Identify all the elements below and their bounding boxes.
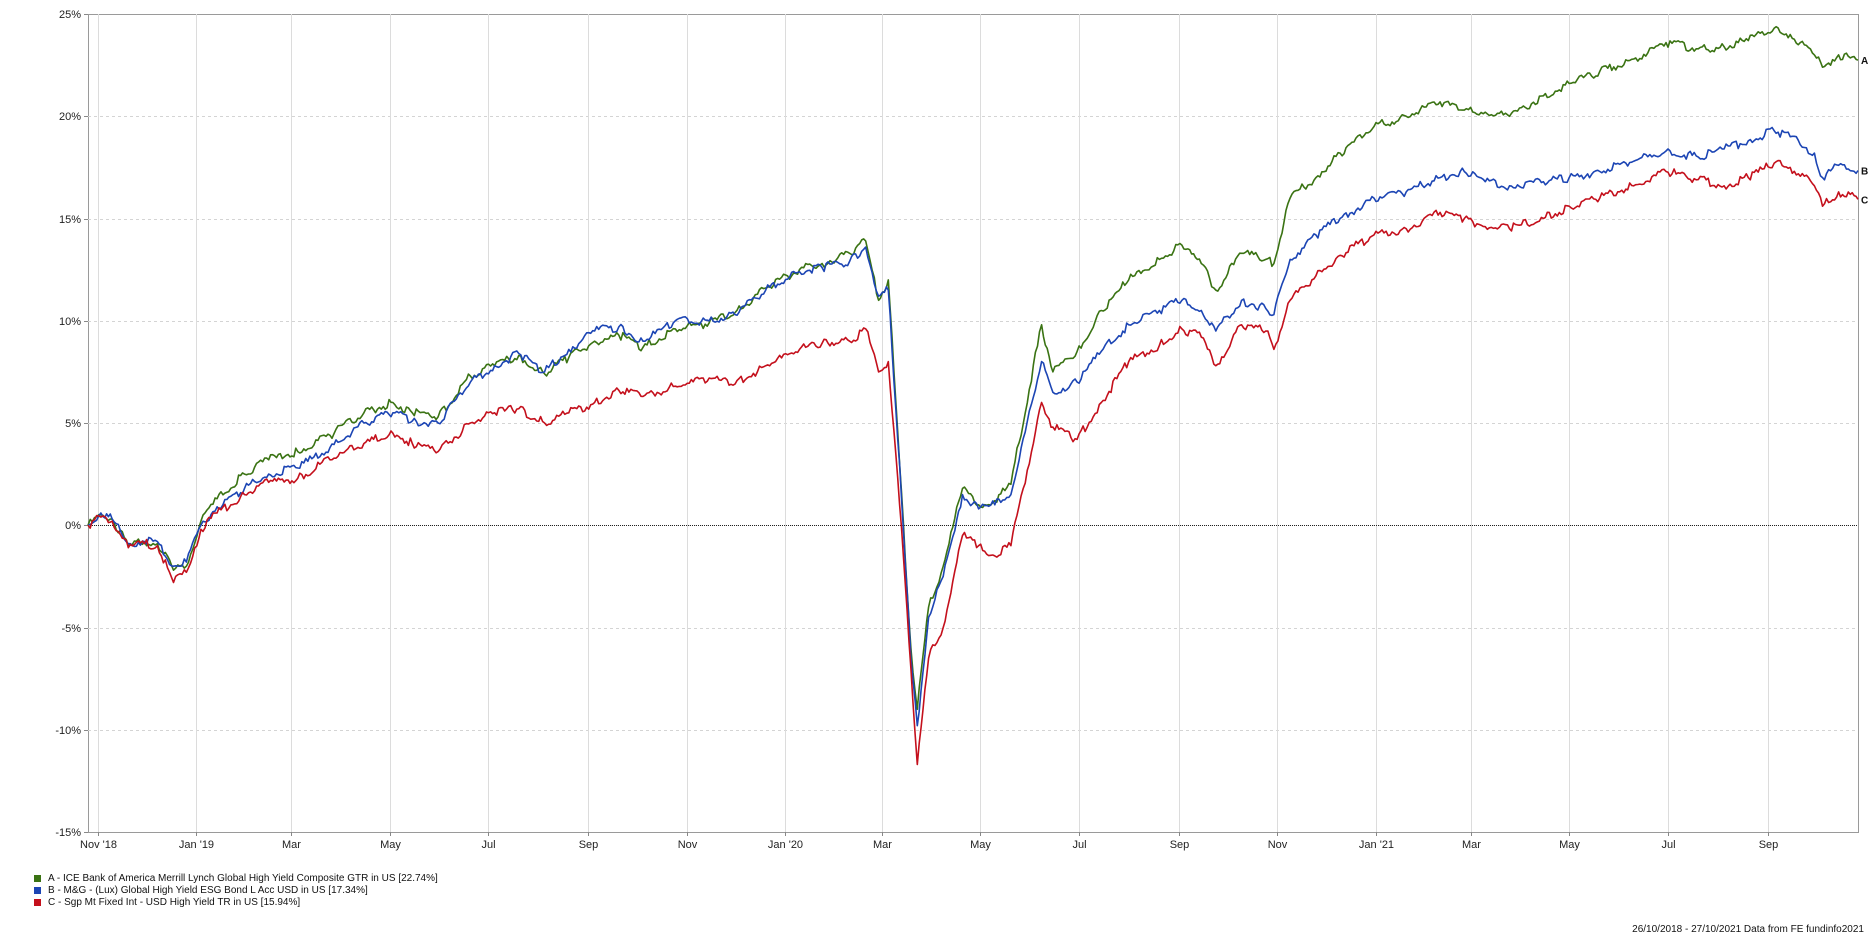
x-tick-label: Sep [1170,839,1190,851]
x-tick-label: May [1559,839,1580,851]
x-tick-label: May [380,839,401,851]
series-line-b [87,126,1859,727]
y-tick-label: -10% [55,725,81,737]
x-tick-label: Mar [1462,839,1481,851]
legend-swatch [34,874,41,882]
x-tick-label: Jan '21 [1359,839,1394,851]
y-tick-label: -5% [61,623,81,635]
y-tick-label: 15% [59,214,81,226]
x-tick-label: Jan '20 [768,839,803,851]
series-end-label-b: B [1861,167,1868,178]
y-tick-label: 25% [59,9,81,21]
y-tick-label: 0% [65,520,81,532]
legend-label: A - ICE Bank of America Merrill Lynch Gl… [48,872,438,884]
y-tick-label: 20% [59,111,81,123]
x-tick-label: Mar [873,839,892,851]
axes: 25% 20% 15% 10% 5% 0% -5% -10% -15%Nov '18 Jan '1… [55,9,1778,851]
legend-label: C - Sgp Mt Fixed Int - USD High Yield TR… [48,896,301,908]
x-tick-label: Jan '19 [179,839,214,851]
x-tick-label: Jul [1072,839,1086,851]
legend-swatch [34,886,41,894]
legend-item-b: B - M&G - (Lux) Global High Yield ESG Bo… [34,884,438,896]
x-tick-label: May [970,839,991,851]
legend-item-a: A - ICE Bank of America Merrill Lynch Gl… [34,872,438,884]
x-tick-label: Nov [678,839,698,851]
legend-label: B - M&G - (Lux) Global High Yield ESG Bo… [48,884,368,896]
x-tick-label: Sep [579,839,599,851]
x-tick-label: Sep [1759,839,1779,851]
legend-swatch [34,898,41,906]
x-tick-label: Mar [282,839,301,851]
footer-source: 26/10/2018 - 27/10/2021 Data from FE fun… [1632,924,1864,935]
legend-item-c: C - Sgp Mt Fixed Int - USD High Yield TR… [34,896,438,908]
y-tick-label: 5% [65,418,81,430]
grid [88,14,1858,832]
x-tick-label: Nov '18 [80,839,117,851]
x-tick-label: Jul [1661,839,1675,851]
y-tick-label: 10% [59,316,81,328]
series-line-c [87,159,1859,766]
series-line-a [87,25,1859,711]
series-end-label-c: C [1861,195,1868,206]
series-lines: A B C [87,25,1868,766]
y-tick-label: -15% [55,827,81,839]
legend: A - ICE Bank of America Merrill Lynch Gl… [34,872,438,908]
series-end-label-a: A [1861,56,1868,67]
x-tick-label: Jul [481,839,495,851]
x-tick-label: Nov [1268,839,1288,851]
